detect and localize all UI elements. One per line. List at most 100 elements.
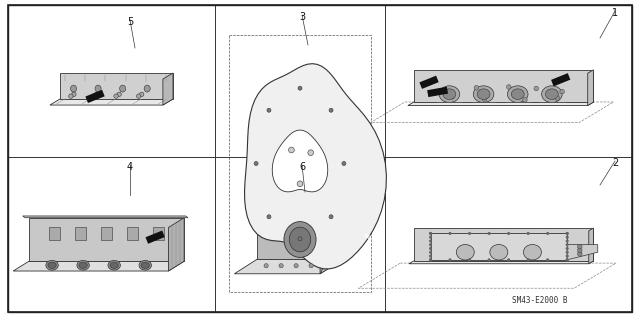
Ellipse shape	[95, 85, 101, 92]
Text: FR.: FR.	[362, 79, 372, 87]
Polygon shape	[272, 130, 328, 192]
Polygon shape	[320, 220, 343, 274]
Circle shape	[297, 181, 303, 187]
Circle shape	[449, 232, 452, 235]
Text: FR.: FR.	[410, 13, 420, 19]
Circle shape	[488, 258, 491, 261]
Circle shape	[92, 94, 95, 98]
Ellipse shape	[110, 262, 118, 268]
Circle shape	[114, 94, 118, 98]
Circle shape	[429, 236, 432, 239]
Ellipse shape	[508, 86, 528, 102]
Circle shape	[507, 232, 510, 235]
Circle shape	[429, 232, 432, 235]
Circle shape	[577, 252, 582, 256]
Circle shape	[566, 251, 569, 254]
Text: FR.: FR.	[50, 274, 60, 282]
Circle shape	[468, 232, 471, 235]
Polygon shape	[588, 70, 593, 106]
Circle shape	[298, 86, 302, 90]
Polygon shape	[163, 73, 173, 105]
FancyBboxPatch shape	[85, 90, 105, 103]
Circle shape	[450, 94, 454, 99]
Circle shape	[566, 255, 569, 257]
Circle shape	[136, 94, 141, 98]
Ellipse shape	[141, 262, 149, 268]
Ellipse shape	[120, 85, 125, 92]
Circle shape	[267, 108, 271, 112]
Circle shape	[429, 232, 432, 235]
Polygon shape	[60, 73, 173, 99]
Ellipse shape	[541, 86, 562, 102]
Circle shape	[329, 108, 333, 112]
Text: FR.: FR.	[410, 163, 420, 169]
Ellipse shape	[545, 89, 558, 100]
Circle shape	[566, 258, 569, 261]
Polygon shape	[50, 99, 173, 105]
Circle shape	[566, 258, 569, 261]
Polygon shape	[567, 245, 598, 260]
Polygon shape	[234, 259, 343, 274]
Ellipse shape	[524, 244, 541, 260]
Text: 2: 2	[612, 158, 618, 168]
Polygon shape	[408, 102, 593, 106]
Text: 3: 3	[299, 12, 305, 22]
Circle shape	[429, 247, 432, 250]
Circle shape	[555, 96, 559, 100]
Circle shape	[429, 255, 432, 257]
Polygon shape	[49, 227, 60, 240]
Circle shape	[279, 263, 284, 268]
Circle shape	[94, 92, 99, 96]
Ellipse shape	[439, 86, 460, 102]
Ellipse shape	[284, 222, 316, 257]
Polygon shape	[409, 261, 593, 264]
Circle shape	[534, 86, 539, 91]
Ellipse shape	[477, 89, 490, 100]
Text: 6: 6	[299, 162, 305, 172]
Text: SM43-E2000 B: SM43-E2000 B	[512, 296, 568, 305]
Ellipse shape	[474, 86, 494, 102]
Circle shape	[72, 92, 76, 96]
Polygon shape	[127, 227, 138, 240]
Text: FR.: FR.	[485, 280, 495, 288]
Circle shape	[429, 258, 432, 261]
FancyBboxPatch shape	[551, 73, 570, 86]
Circle shape	[294, 263, 298, 268]
Ellipse shape	[144, 85, 150, 92]
Circle shape	[68, 94, 73, 98]
Polygon shape	[257, 220, 343, 259]
Circle shape	[527, 232, 530, 235]
Polygon shape	[320, 235, 356, 274]
Polygon shape	[29, 218, 184, 261]
Circle shape	[566, 243, 569, 246]
FancyBboxPatch shape	[145, 231, 164, 244]
Circle shape	[342, 161, 346, 166]
Circle shape	[482, 97, 487, 102]
Polygon shape	[431, 234, 567, 260]
Circle shape	[507, 258, 510, 261]
Circle shape	[329, 215, 333, 219]
Polygon shape	[589, 228, 593, 264]
Circle shape	[468, 258, 471, 261]
Circle shape	[429, 251, 432, 254]
Circle shape	[264, 263, 268, 268]
Circle shape	[298, 237, 302, 241]
Circle shape	[429, 243, 432, 246]
Circle shape	[566, 240, 569, 242]
Ellipse shape	[511, 89, 524, 100]
Circle shape	[449, 258, 452, 261]
Circle shape	[474, 85, 479, 90]
Circle shape	[429, 240, 432, 242]
Circle shape	[309, 263, 313, 268]
Circle shape	[289, 147, 294, 153]
Circle shape	[560, 89, 564, 94]
Ellipse shape	[70, 85, 77, 92]
Ellipse shape	[108, 260, 120, 270]
Polygon shape	[413, 228, 593, 261]
Ellipse shape	[48, 262, 56, 268]
Circle shape	[566, 236, 569, 239]
Circle shape	[523, 98, 527, 102]
Polygon shape	[76, 227, 86, 240]
Circle shape	[429, 258, 432, 261]
Ellipse shape	[46, 260, 58, 270]
